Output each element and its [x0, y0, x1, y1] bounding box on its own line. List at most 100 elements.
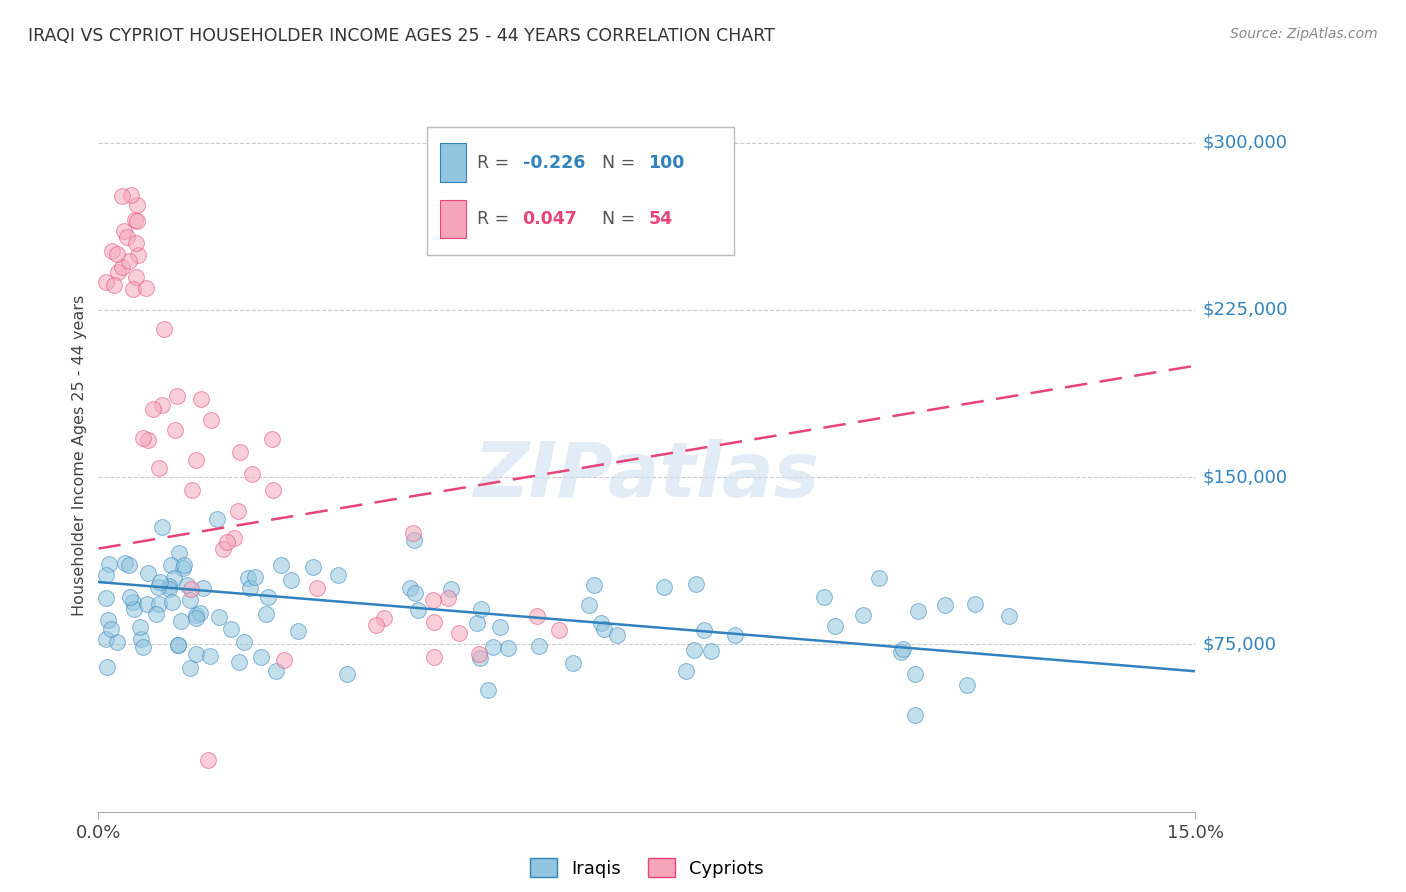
Point: [127, 214, 149, 228]
Point: [179, 660, 201, 674]
Point: [186, 611, 208, 625]
Point: [273, 653, 295, 667]
Text: 0.047: 0.047: [523, 211, 578, 228]
Point: [169, 546, 191, 560]
Point: [117, 558, 139, 572]
Point: [222, 531, 245, 545]
Point: [107, 265, 129, 279]
Point: [215, 534, 238, 549]
Point: [699, 644, 721, 658]
Point: [173, 558, 195, 572]
Point: [197, 753, 219, 767]
Point: [723, 628, 745, 642]
Point: [118, 591, 141, 605]
Point: [652, 580, 675, 594]
Point: [336, 667, 359, 681]
Point: [160, 595, 183, 609]
Point: [142, 401, 165, 416]
Point: [188, 606, 211, 620]
Text: 100: 100: [648, 153, 685, 171]
Point: [94, 591, 117, 605]
Point: [868, 572, 890, 586]
Point: [240, 467, 263, 481]
Point: [488, 620, 510, 634]
Point: [176, 577, 198, 591]
Point: [373, 611, 395, 625]
Point: [270, 558, 292, 573]
Point: [97, 558, 120, 572]
Point: [470, 651, 492, 665]
Point: [124, 213, 146, 227]
Point: [159, 558, 181, 572]
Point: [114, 556, 136, 570]
Point: [136, 566, 159, 581]
Point: [364, 618, 387, 632]
Point: [122, 602, 145, 616]
Point: [124, 270, 146, 285]
Point: [998, 609, 1021, 624]
Point: [436, 591, 458, 605]
Point: [440, 582, 463, 597]
Point: [97, 613, 120, 627]
Point: [219, 622, 242, 636]
Point: [561, 656, 583, 670]
Point: [205, 512, 228, 526]
Point: [264, 665, 287, 679]
Point: [956, 678, 979, 692]
Point: [683, 643, 706, 657]
Point: [94, 567, 117, 582]
Text: R =: R =: [477, 211, 515, 228]
Text: R =: R =: [477, 153, 515, 171]
Point: [907, 604, 929, 618]
Point: [94, 275, 117, 289]
Point: [675, 664, 697, 678]
Text: -0.226: -0.226: [523, 153, 585, 171]
Point: [122, 595, 145, 609]
Point: [157, 579, 180, 593]
Text: $300,000: $300,000: [1202, 134, 1286, 152]
Point: [852, 608, 875, 623]
Point: [110, 260, 132, 274]
Point: [406, 603, 429, 617]
Point: [200, 412, 222, 426]
Text: N =: N =: [602, 153, 641, 171]
Point: [132, 432, 155, 446]
Point: [166, 389, 188, 403]
Point: [326, 567, 349, 582]
Point: [232, 635, 254, 649]
Point: [153, 322, 176, 336]
Point: [301, 559, 323, 574]
Point: [245, 570, 267, 584]
Point: [148, 580, 170, 594]
Point: [578, 598, 600, 612]
Point: [166, 638, 188, 652]
Point: [402, 525, 425, 540]
Point: [181, 483, 204, 497]
Point: [904, 708, 927, 723]
Point: [105, 635, 128, 649]
Point: [170, 615, 193, 629]
Legend: Iraqis, Cypriots: Iraqis, Cypriots: [522, 851, 772, 885]
Point: [118, 253, 141, 268]
Point: [100, 622, 122, 636]
Text: ZIPatlas: ZIPatlas: [474, 440, 820, 513]
Point: [145, 607, 167, 622]
Text: Source: ZipAtlas.com: Source: ZipAtlas.com: [1230, 27, 1378, 41]
Point: [399, 582, 422, 596]
Text: $225,000: $225,000: [1202, 301, 1288, 319]
Point: [465, 615, 488, 630]
Point: [280, 573, 302, 587]
Point: [136, 433, 159, 447]
Point: [148, 598, 170, 612]
Text: N =: N =: [602, 211, 641, 228]
Point: [307, 582, 329, 596]
Point: [422, 593, 444, 607]
Point: [526, 609, 548, 624]
Point: [813, 591, 835, 605]
Point: [212, 541, 235, 556]
Point: [477, 683, 499, 698]
Text: IRAQI VS CYPRIOT HOUSEHOLDER INCOME AGES 25 - 44 YEARS CORRELATION CHART: IRAQI VS CYPRIOT HOUSEHOLDER INCOME AGES…: [28, 27, 775, 45]
Point: [112, 224, 135, 238]
Point: [148, 460, 170, 475]
Point: [129, 632, 152, 646]
